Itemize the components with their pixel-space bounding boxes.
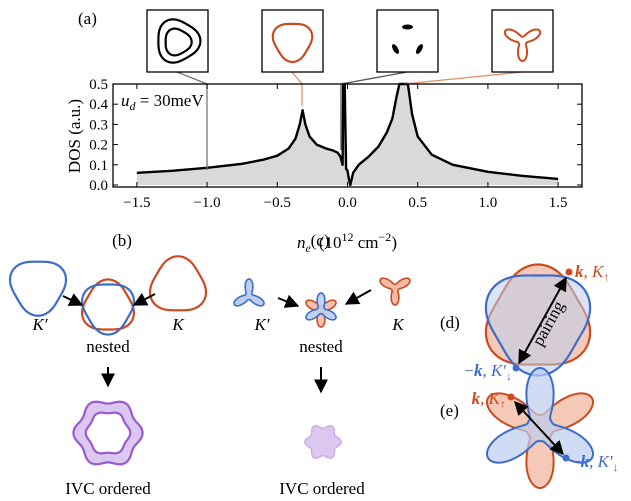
sign: − [464,361,474,380]
state-label: −k, K′↓ [571,452,619,474]
x-label-exponent: 12 [342,230,354,244]
valley-label: K [171,315,185,334]
state-label: k, K↑ [575,262,609,284]
valley-label: K′ [31,315,47,334]
x-label-close: ) [391,233,397,252]
spin: ↑ [603,270,609,284]
x-tick-label: −0.5 [264,195,291,211]
state-dot [563,455,570,462]
inset-connector [292,72,302,106]
fermi-contour [234,279,264,306]
ordered-contour [86,413,131,454]
x-label-exponent: −2 [379,230,392,244]
panel-label: (d) [440,313,460,332]
step-label: IVC ordered [279,479,365,498]
annotation-text: = 30meV [136,91,205,110]
panel-label: (c) [311,231,330,250]
y-tick-label: 0.5 [89,77,108,93]
y-tick-label: 0.4 [89,97,108,113]
panel-label: (e) [440,401,459,420]
spin: ↑ [500,397,506,411]
valley: , K [584,262,606,281]
valley-label: K′ [253,315,269,334]
x-tick-label: 0.5 [408,195,427,211]
y-tick-label: 0.1 [89,158,108,174]
arrow [63,296,82,305]
fermi-pocket [402,25,413,30]
annotation: ud = 30meV [121,91,204,113]
state-dot [513,365,520,372]
step-label: nested [299,337,343,356]
x-tick-label: −1.5 [123,195,150,211]
x-tick-label: 1.0 [479,195,498,211]
step-label: nested [86,337,130,356]
fermi-contour [150,256,206,310]
x-tick-label: 1.5 [549,195,568,211]
valley-label: K [391,315,405,334]
spin: ↓ [506,369,512,383]
y-axis-label: DOS (a.u.) [65,99,84,173]
step-label: IVC ordered [65,479,151,498]
inset-frame [492,10,553,72]
x-tick-label: −1.0 [193,195,220,211]
state-dot [566,269,573,276]
spin: ↓ [613,460,619,474]
inset-connector [177,72,207,170]
state-label: −k, K′↓ [464,361,512,383]
valley: , K [480,389,502,408]
panel-label: (a) [78,9,97,28]
x-label-unit: cm [354,233,379,252]
inset-connector [404,72,522,84]
y-tick-label: 0.3 [89,117,108,133]
valley: , K′ [482,361,506,380]
x-label-symbol: n [297,233,306,252]
fermi-contour [10,262,66,316]
ordered-contour [305,426,341,459]
x-tick-label: 0.0 [338,195,357,211]
annotation-symbol: u [121,91,130,110]
y-tick-label: 0.2 [89,138,108,154]
arrow [278,298,298,306]
sign: − [571,452,581,471]
fermi-contour [380,278,410,305]
y-tick-label: 0.0 [89,178,108,194]
arrow [346,290,371,304]
figure: −1.5 −1.0 −0.5 0.0 0.5 1.0 1.5 0.0 0.1 0.2 0.3 0.4 0… [0,0,631,501]
state-dot [508,394,515,401]
valley: , K′ [589,452,613,471]
inset-frame [377,10,438,72]
state-label: k, K↑ [472,389,506,411]
panel-label: (b) [112,231,132,250]
